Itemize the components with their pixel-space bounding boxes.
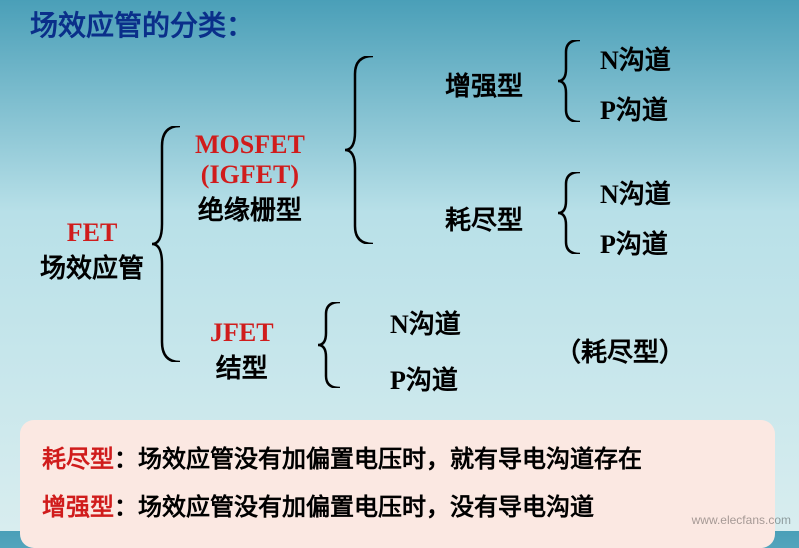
def-line-2: 增强型：场效应管没有加偏置电压时，没有导电沟道 (42, 484, 753, 532)
node-depletion: 耗尽型 (445, 200, 523, 237)
def-term-2: 增强型 (42, 495, 114, 521)
node-fet: FET 场效应管 (40, 218, 144, 285)
brace-jfet (318, 302, 340, 388)
def-term-1: 耗尽型 (42, 447, 114, 473)
classification-tree: FET 场效应管 MOSFET (IGFET) 绝缘栅型 JFET 结型 增强型… (0, 40, 799, 410)
channel-n-3: N沟道 (390, 304, 461, 341)
channel-n-2: N沟道 (600, 174, 671, 211)
node-jfet: JFET 结型 (210, 318, 274, 385)
mosfet-acronym: MOSFET (195, 130, 305, 160)
channel-p-1: P沟道 (600, 90, 668, 127)
jfet-note-label: （耗尽型） (555, 338, 685, 367)
channel-n-1: N沟道 (600, 40, 671, 77)
definitions-box: 耗尽型：场效应管没有加偏置电压时，就有导电沟道存在 增强型：场效应管没有加偏置电… (20, 420, 775, 548)
channel-p-3: P沟道 (390, 360, 458, 397)
page-title: 场效应管的分类： (30, 4, 254, 44)
def-body-1: ：场效应管没有加偏置电压时，就有导电沟道存在 (114, 447, 642, 473)
watermark: www.elecfans.com (692, 513, 791, 527)
jfet-label: 结型 (210, 348, 274, 385)
channel-p-2: P沟道 (600, 224, 668, 261)
brace-enh (558, 40, 580, 122)
enhancement-label: 增强型 (445, 72, 523, 101)
node-mosfet: MOSFET (IGFET) 绝缘栅型 (195, 130, 305, 227)
brace-mosfet (345, 56, 373, 244)
def-line-1: 耗尽型：场效应管没有加偏置电压时，就有导电沟道存在 (42, 436, 753, 484)
fet-label: 场效应管 (40, 248, 144, 285)
mosfet-acronym2: (IGFET) (195, 160, 305, 190)
jfet-acronym: JFET (210, 318, 274, 348)
def-body-2: ：场效应管没有加偏置电压时，没有导电沟道 (114, 495, 594, 521)
fet-acronym: FET (40, 218, 144, 248)
node-enhancement: 增强型 (445, 66, 523, 103)
title-text: 场效应管的分类： (30, 11, 254, 42)
brace-root (152, 126, 180, 362)
brace-dep (558, 172, 580, 254)
mosfet-label: 绝缘栅型 (195, 190, 305, 227)
depletion-label: 耗尽型 (445, 206, 523, 235)
node-jfet-note: （耗尽型） (555, 332, 685, 369)
